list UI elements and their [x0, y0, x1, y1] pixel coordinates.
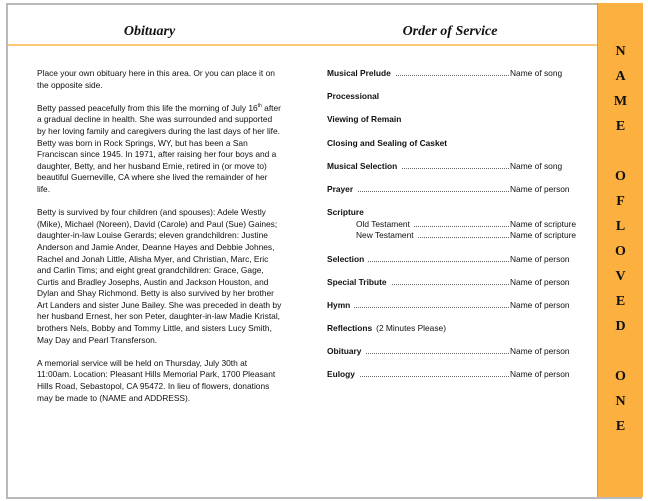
- ordinal-suffix: th: [257, 102, 262, 109]
- banner-letter: O: [615, 369, 626, 384]
- service-item-value: Name of song: [509, 68, 563, 80]
- service-item-note: (2 Minutes Please): [376, 323, 446, 334]
- header-divider: [8, 44, 597, 46]
- service-subitem: New Testament Name of scripture: [327, 230, 587, 242]
- service-item-value: Name of person: [509, 276, 570, 289]
- service-item: Musical Selection Name of song: [327, 160, 587, 173]
- service-item: Prayer Name of person: [327, 183, 587, 196]
- service-item-label: Musical Selection: [327, 160, 402, 171]
- banner-letter: O: [615, 169, 626, 184]
- service-subitem: Old Testament Name of scripture: [327, 218, 587, 231]
- service-item-value: Name of person: [509, 369, 570, 382]
- banner-letter: O: [615, 244, 626, 259]
- service-item-label: Processional: [327, 91, 384, 102]
- service-item: Viewing of Remain: [327, 114, 587, 126]
- service-item-label: Obituary: [327, 346, 366, 357]
- obituary-text-part: Betty passed peacefully from this life t…: [37, 102, 258, 113]
- service-item-label: Closing and Sealing of Casket: [327, 137, 452, 148]
- banner-letter: L: [615, 219, 626, 234]
- service-item-label: Eulogy: [327, 369, 359, 380]
- order-of-service-list: Musical Prelude Name of song Processional…: [327, 68, 587, 393]
- service-item-label: Viewing of Remain: [327, 114, 406, 125]
- service-item-value: Name of person: [509, 183, 570, 196]
- banner-letter: V: [615, 269, 626, 284]
- service-item-label: Scripture: [327, 207, 368, 218]
- service-item: Musical Prelude Name of song: [327, 68, 587, 80]
- service-item: Processional: [327, 91, 587, 103]
- program-page: [6, 3, 642, 499]
- service-item: Special Tribute Name of person: [327, 276, 587, 289]
- banner-letter: M: [613, 94, 628, 109]
- service-item: Hymn Name of person: [327, 299, 587, 312]
- banner-letter: E: [615, 294, 626, 309]
- banner-letter: F: [616, 194, 625, 209]
- obituary-paragraph: A memorial service will be held on Thurs…: [37, 357, 276, 403]
- service-item-label: Hymn: [327, 299, 355, 310]
- banner-letter: E: [615, 419, 626, 434]
- service-item: Eulogy Name of person: [327, 369, 587, 382]
- service-item-label: Prayer: [327, 183, 358, 194]
- obituary-paragraph: Place your own obituary here in this are…: [37, 68, 275, 90]
- banner-letter: N: [615, 394, 626, 409]
- service-item-value: Name of scripture: [509, 218, 577, 231]
- service-item: Closing and Sealing of Casket: [327, 137, 587, 150]
- banner-letter: E: [615, 119, 626, 134]
- service-item-value: Name of scripture: [509, 230, 577, 242]
- banner-letter: N: [615, 44, 626, 59]
- obituary-text: Place your own obituary here in this are…: [37, 68, 282, 416]
- obituary-paragraph: Betty passed peacefully from this life t…: [37, 103, 282, 196]
- banner-letter: A: [615, 69, 626, 84]
- service-item-label: New Testament: [327, 230, 418, 241]
- service-item: Scripture: [327, 207, 587, 219]
- service-item-value: Name of person: [509, 346, 570, 358]
- service-item: Selection Name of person: [327, 253, 587, 266]
- obituary-title: Obituary: [123, 24, 176, 39]
- order-of-service-title: Order of Service: [402, 24, 498, 39]
- service-item-label: Reflections: [327, 323, 377, 334]
- service-item: Obituary Name of person: [327, 346, 587, 358]
- banner-letter: D: [615, 319, 626, 334]
- service-item-label: Musical Prelude: [327, 68, 395, 78]
- service-item-label: Selection: [327, 253, 369, 264]
- service-item-value: Name of person: [509, 253, 570, 266]
- service-item-label: Special Tribute: [327, 276, 391, 287]
- service-item: Reflections (2 Minutes Please): [327, 323, 587, 335]
- service-item-label: Old Testament: [327, 218, 414, 229]
- obituary-paragraph: Betty is survived by four children (and …: [37, 207, 282, 345]
- service-item-value: Name of song: [509, 160, 563, 173]
- service-item-value: Name of person: [509, 299, 570, 312]
- obituary-text-part: after a gradual decline in health. She w…: [37, 102, 281, 194]
